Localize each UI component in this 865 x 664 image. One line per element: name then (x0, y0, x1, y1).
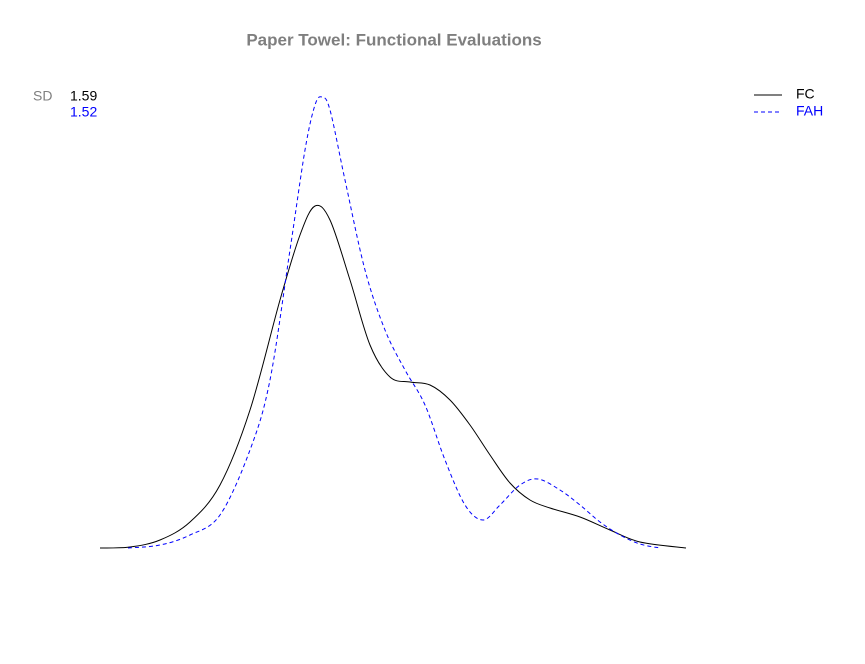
sd-label: SD (33, 88, 52, 104)
density-line (127, 96, 661, 549)
sd-value: 1.52 (70, 104, 97, 120)
density-line (99, 204, 687, 549)
sd-value: 1.59 (70, 88, 97, 104)
chart-title: Paper Towel: Functional Evaluations (246, 30, 541, 49)
legend-label: FC (796, 86, 815, 102)
legend-label: FAH (796, 103, 823, 119)
